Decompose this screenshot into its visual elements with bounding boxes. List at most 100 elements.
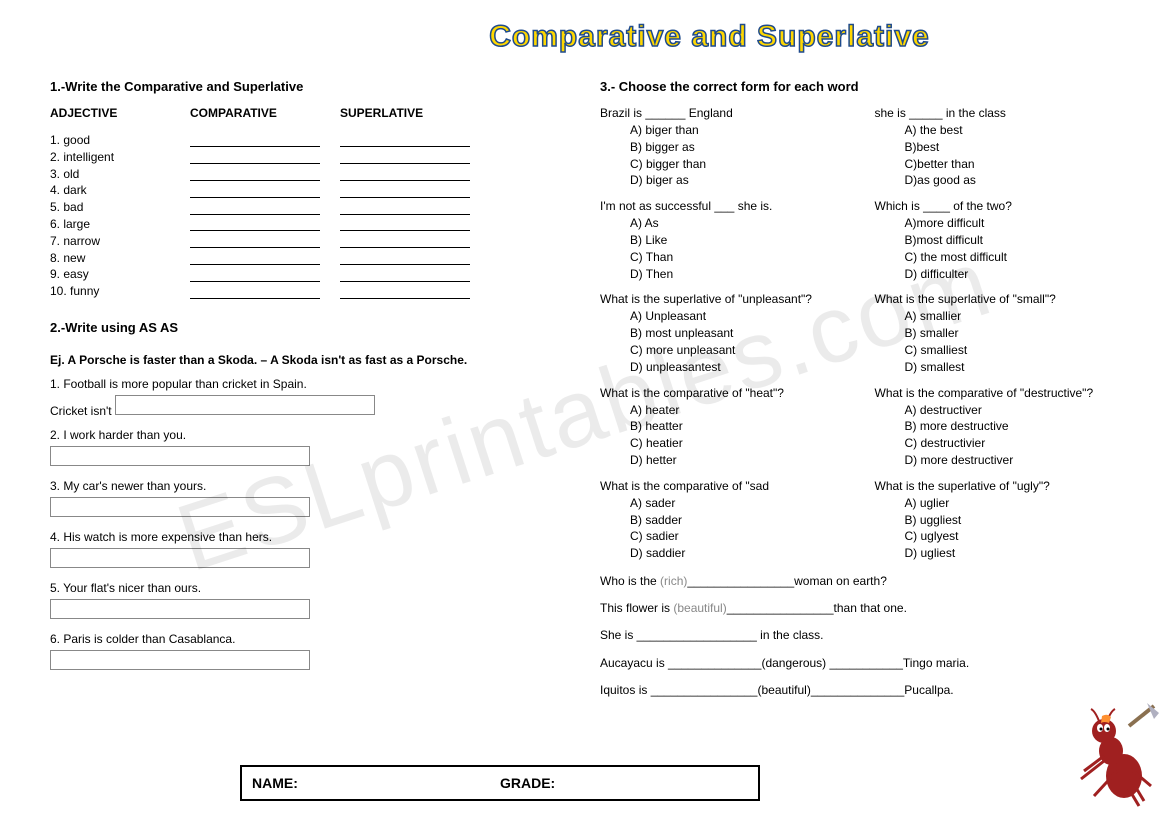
- question-pair: What is the comparative of "heat"?A) hea…: [600, 386, 1119, 469]
- question-option[interactable]: B) more destructive: [905, 418, 1120, 435]
- adjective-row: 8. new: [50, 250, 560, 267]
- question-option[interactable]: A) Unpleasant: [630, 308, 845, 325]
- question-prompt: Which is ____ of the two?: [875, 199, 1120, 213]
- comparative-blank[interactable]: [190, 217, 320, 231]
- as-answer-row: Cricket isn't: [50, 395, 560, 418]
- comparative-blank[interactable]: [190, 285, 320, 299]
- question-option[interactable]: A)more difficult: [905, 215, 1120, 232]
- as-sentence-prompt: 4. His watch is more expensive than hers…: [50, 530, 560, 544]
- question-option[interactable]: B)best: [905, 139, 1120, 156]
- question-option[interactable]: D) saddier: [630, 545, 845, 562]
- question-option[interactable]: C) uglyest: [905, 528, 1120, 545]
- section2-example: Ej. A Porsche is faster than a Skoda. – …: [50, 353, 560, 367]
- question-block: she is _____ in the class A) the bestB)be…: [875, 106, 1120, 189]
- fill-sentence[interactable]: Who is the (rich)________________woman o…: [600, 572, 1119, 591]
- as-input[interactable]: [50, 548, 310, 568]
- comparative-blank[interactable]: [190, 251, 320, 265]
- question-option[interactable]: B) smaller: [905, 325, 1120, 342]
- as-answer-row: [50, 650, 560, 673]
- question-option[interactable]: D)as good as: [905, 172, 1120, 189]
- superlative-blank[interactable]: [340, 268, 470, 282]
- question-option[interactable]: B) Like: [630, 232, 845, 249]
- section2-title: 2.-Write using AS AS: [50, 320, 560, 335]
- question-option[interactable]: C)better than: [905, 156, 1120, 173]
- question-option[interactable]: B) most unpleasant: [630, 325, 845, 342]
- comparative-blank[interactable]: [190, 201, 320, 215]
- adjective-label: 1. good: [50, 132, 190, 149]
- superlative-blank[interactable]: [340, 217, 470, 231]
- question-option[interactable]: A) destructiver: [905, 402, 1120, 419]
- superlative-blank[interactable]: [340, 167, 470, 181]
- question-option[interactable]: D) Then: [630, 266, 845, 283]
- question-option[interactable]: C) destructivier: [905, 435, 1120, 452]
- superlative-blank[interactable]: [340, 133, 470, 147]
- question-option[interactable]: A) biger than: [630, 122, 845, 139]
- comparative-blank[interactable]: [190, 268, 320, 282]
- question-option[interactable]: B) bigger as: [630, 139, 845, 156]
- question-prompt: Brazil is ______ England: [600, 106, 845, 120]
- adjective-label: 9. easy: [50, 266, 190, 283]
- question-option[interactable]: A) uglier: [905, 495, 1120, 512]
- fill-sentence[interactable]: This flower is (beautiful)______________…: [600, 599, 1119, 618]
- superlative-blank[interactable]: [340, 150, 470, 164]
- as-input[interactable]: [50, 599, 310, 619]
- superlative-blank[interactable]: [340, 184, 470, 198]
- page-title: Comparative and Superlative: [300, 20, 1119, 54]
- comparative-blank[interactable]: [190, 184, 320, 198]
- fill-sentence[interactable]: She is __________________ in the class.: [600, 626, 1119, 645]
- as-prefix: Cricket isn't: [50, 404, 115, 418]
- question-option[interactable]: D) difficulter: [905, 266, 1120, 283]
- comparative-blank[interactable]: [190, 234, 320, 248]
- question-option[interactable]: A) smallier: [905, 308, 1120, 325]
- question-option[interactable]: D) smallest: [905, 359, 1120, 376]
- superlative-blank[interactable]: [340, 234, 470, 248]
- left-column: 1.-Write the Comparative and Superlative…: [50, 79, 560, 700]
- question-option[interactable]: A) the best: [905, 122, 1120, 139]
- question-option[interactable]: D) hetter: [630, 452, 845, 469]
- question-option[interactable]: C) more unpleasant: [630, 342, 845, 359]
- question-option[interactable]: C) Than: [630, 249, 845, 266]
- as-input[interactable]: [50, 497, 310, 517]
- question-prompt: she is _____ in the class: [875, 106, 1120, 120]
- superlative-blank[interactable]: [340, 201, 470, 215]
- question-option[interactable]: D) biger as: [630, 172, 845, 189]
- as-answer-row: [50, 497, 560, 520]
- header-superlative: SUPERLATIVE: [340, 106, 560, 120]
- question-option[interactable]: B) sadder: [630, 512, 845, 529]
- question-option[interactable]: A) heater: [630, 402, 845, 419]
- question-option[interactable]: D) more destructiver: [905, 452, 1120, 469]
- question-block: What is the comparative of "heat"?A) hea…: [600, 386, 845, 469]
- question-prompt: I'm not as successful ___ she is.: [600, 199, 845, 213]
- adjective-row: 9. easy: [50, 266, 560, 283]
- question-option[interactable]: A) As: [630, 215, 845, 232]
- question-option[interactable]: C) smalliest: [905, 342, 1120, 359]
- question-block: What is the comparative of "sadA) saderB…: [600, 479, 845, 562]
- question-option[interactable]: C) heatier: [630, 435, 845, 452]
- comparative-blank[interactable]: [190, 133, 320, 147]
- as-input[interactable]: [50, 446, 310, 466]
- adjective-label: 7. narrow: [50, 233, 190, 250]
- header-comparative: COMPARATIVE: [190, 106, 340, 120]
- question-option[interactable]: A) sader: [630, 495, 845, 512]
- question-option[interactable]: B)most difficult: [905, 232, 1120, 249]
- as-input[interactable]: [115, 395, 375, 415]
- as-input[interactable]: [50, 650, 310, 670]
- question-prompt: What is the superlative of "ugly"?: [875, 479, 1120, 493]
- question-option[interactable]: B) uggliest: [905, 512, 1120, 529]
- question-option[interactable]: B) heatter: [630, 418, 845, 435]
- question-option[interactable]: D) ugliest: [905, 545, 1120, 562]
- question-option[interactable]: C) sadier: [630, 528, 845, 545]
- question-option[interactable]: C) bigger than: [630, 156, 845, 173]
- superlative-blank[interactable]: [340, 251, 470, 265]
- as-sentence-prompt: 6. Paris is colder than Casablanca.: [50, 632, 560, 646]
- comparative-blank[interactable]: [190, 150, 320, 164]
- comparative-blank[interactable]: [190, 167, 320, 181]
- fill-sentence[interactable]: Aucayacu is ______________(dangerous) __…: [600, 654, 1119, 673]
- question-option[interactable]: D) unpleasantest: [630, 359, 845, 376]
- fill-sentence[interactable]: Iquitos is ________________(beautiful)__…: [600, 681, 1119, 700]
- as-sentence-prompt: 5. Your flat's nicer than ours.: [50, 581, 560, 595]
- superlative-blank[interactable]: [340, 285, 470, 299]
- question-prompt: What is the superlative of "unpleasant"?: [600, 292, 845, 306]
- section1-title: 1.-Write the Comparative and Superlative: [50, 79, 560, 94]
- question-option[interactable]: C) the most difficult: [905, 249, 1120, 266]
